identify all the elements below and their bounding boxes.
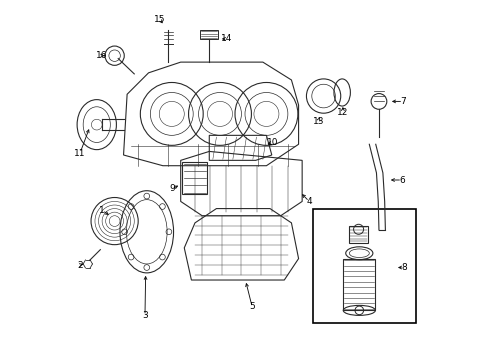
Text: 10: 10 xyxy=(267,138,279,147)
Text: 2: 2 xyxy=(77,261,83,270)
Text: 1: 1 xyxy=(99,206,105,215)
Text: 16: 16 xyxy=(96,51,107,60)
Text: 9: 9 xyxy=(169,184,174,193)
Bar xyxy=(343,258,375,310)
Text: 4: 4 xyxy=(306,197,312,206)
Text: 7: 7 xyxy=(400,97,406,106)
Text: 3: 3 xyxy=(142,311,148,320)
Text: 5: 5 xyxy=(249,302,255,311)
Text: 14: 14 xyxy=(221,35,233,44)
Bar xyxy=(313,208,416,323)
Text: 12: 12 xyxy=(337,108,348,117)
Bar xyxy=(200,30,218,39)
Text: 6: 6 xyxy=(399,176,405,185)
Bar xyxy=(349,226,368,243)
Text: 8: 8 xyxy=(401,263,407,272)
Text: 15: 15 xyxy=(154,15,166,24)
Bar xyxy=(182,162,207,194)
Text: 11: 11 xyxy=(74,149,86,158)
Text: 13: 13 xyxy=(313,117,324,126)
